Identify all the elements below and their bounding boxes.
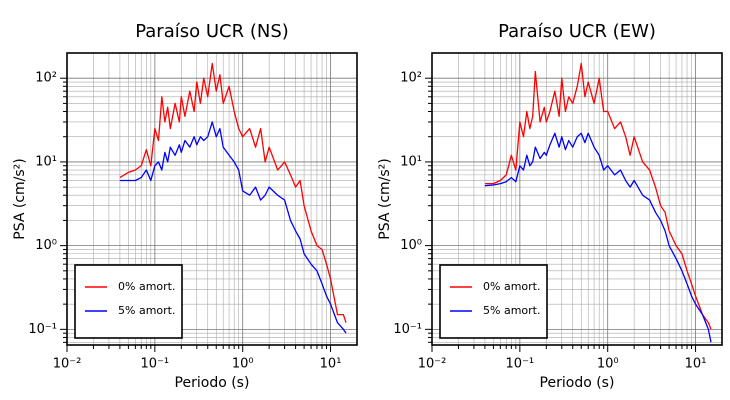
legend-box bbox=[439, 264, 548, 339]
x-tick-label: 10⁻¹ bbox=[506, 357, 535, 372]
x-tick-label: 10⁻² bbox=[418, 357, 447, 372]
y-tick-label: 10⁻¹ bbox=[393, 322, 422, 337]
legend-box bbox=[74, 264, 183, 339]
y-tick-label: 10¹ bbox=[400, 154, 422, 169]
series-line bbox=[119, 62, 347, 323]
legend-label: 5% amort. bbox=[483, 304, 540, 317]
series-line bbox=[484, 132, 712, 343]
x-tick-label: 10⁰ bbox=[232, 357, 254, 372]
y-tick-label: 10² bbox=[400, 71, 422, 86]
chart-title: Paraíso UCR (EW) bbox=[498, 21, 656, 42]
y-axis-label: PSA (cm/s²) bbox=[377, 158, 393, 240]
x-axis-label: Periodo (s) bbox=[540, 375, 615, 391]
y-tick-label: 10⁰ bbox=[400, 238, 422, 253]
x-tick-label: 10¹ bbox=[685, 357, 707, 372]
y-axis-label: PSA (cm/s²) bbox=[12, 158, 28, 240]
series-line bbox=[119, 121, 347, 334]
y-tick-label: 10⁰ bbox=[35, 238, 57, 253]
legend-label: 5% amort. bbox=[118, 304, 175, 317]
y-tick-label: 10² bbox=[35, 71, 57, 86]
series-line bbox=[484, 62, 712, 330]
plot-frame bbox=[66, 52, 358, 346]
plot-frame bbox=[431, 52, 723, 346]
legend-label: 0% amort. bbox=[118, 280, 175, 293]
x-axis-label: Periodo (s) bbox=[175, 375, 250, 391]
x-tick-label: 10¹ bbox=[320, 357, 342, 372]
x-tick-label: 10⁰ bbox=[597, 357, 619, 372]
y-tick-label: 10¹ bbox=[35, 154, 57, 169]
x-tick-label: 10⁻¹ bbox=[141, 357, 170, 372]
y-tick-label: 10⁻¹ bbox=[28, 322, 57, 337]
x-tick-label: 10⁻² bbox=[53, 357, 82, 372]
legend-label: 0% amort. bbox=[483, 280, 540, 293]
chart-title: Paraíso UCR (NS) bbox=[135, 21, 289, 42]
